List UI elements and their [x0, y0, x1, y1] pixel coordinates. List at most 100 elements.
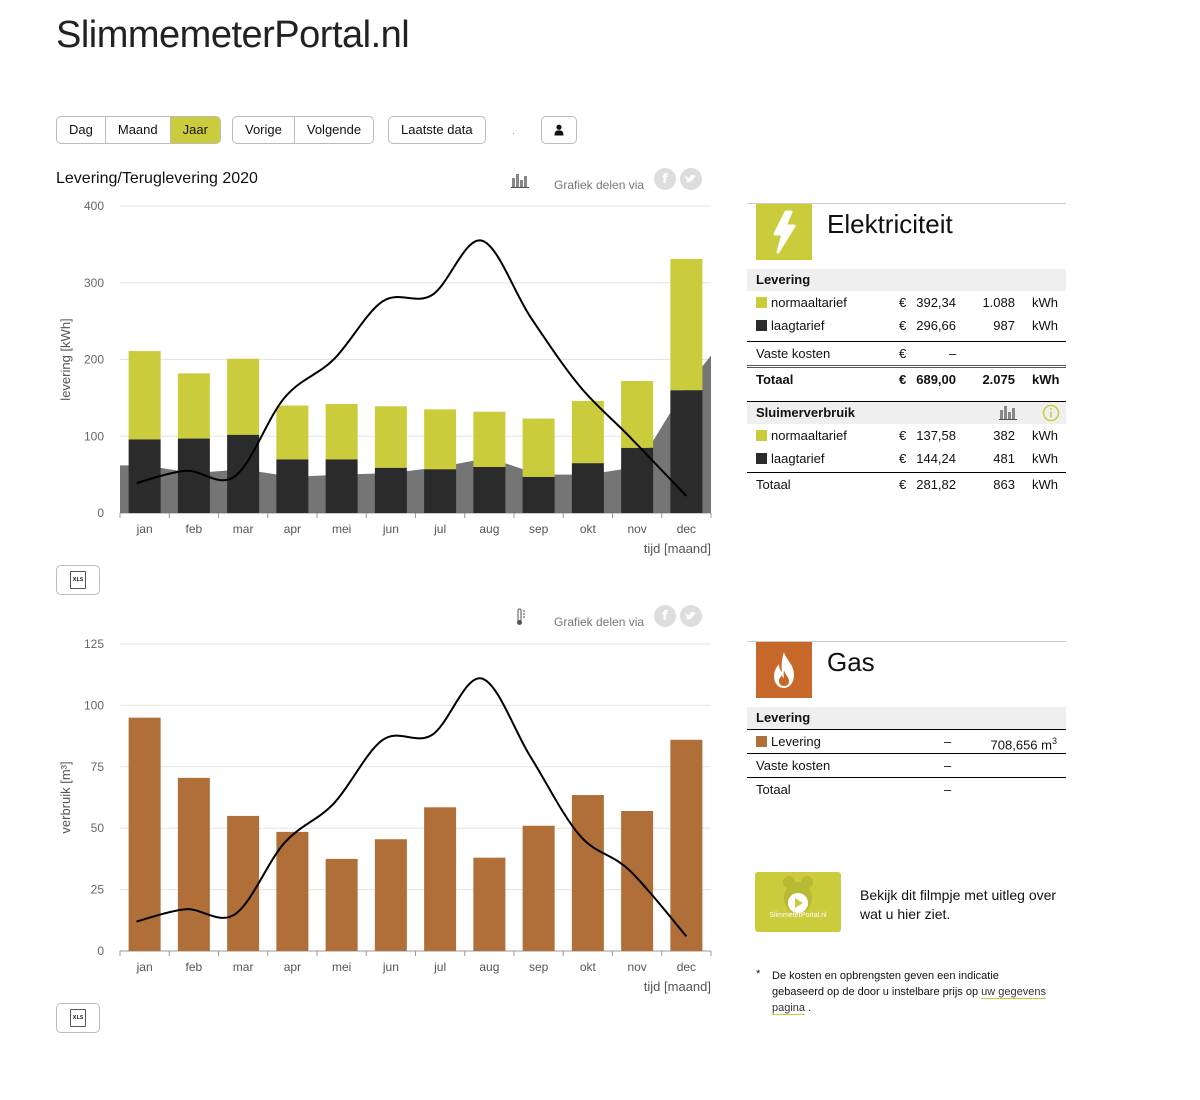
bar-jul	[424, 469, 457, 513]
footnote-end: .	[808, 1002, 812, 1014]
bar-mar	[227, 434, 260, 513]
quantity: 708,656 m3	[990, 736, 1057, 753]
twitter-share-icon[interactable]	[680, 605, 702, 627]
elec-totaal-row: Totaal € 689,00 2.075 kWh	[747, 365, 1066, 391]
gas-panel: Gas Levering Levering – 708,656 m3 Vaste…	[747, 641, 1066, 801]
currency: €	[899, 295, 907, 310]
laag-swatch	[756, 453, 767, 464]
gas-vaste-row: Vaste kosten –	[747, 753, 1066, 777]
bar-sep	[522, 825, 555, 951]
bar-feb	[177, 777, 210, 951]
row-label: Totaal	[756, 477, 791, 492]
y-axis-title: levering [kWh]	[58, 318, 73, 400]
quantity: 987	[993, 318, 1015, 333]
bar-apr	[276, 831, 309, 951]
x-tick-label: mei	[332, 522, 351, 536]
amount: –	[944, 782, 952, 797]
x-tick-label: jun	[382, 960, 399, 974]
video-thumbnail[interactable]: SlimmeterPortal.nl	[755, 872, 841, 932]
x-tick-label: okt	[580, 960, 597, 974]
sluimer-heading: Sluimerverbruik	[747, 401, 1066, 424]
xls-icon: XLS	[70, 571, 86, 589]
gegevens-page-link[interactable]: uw gegevens pagina	[772, 986, 1046, 1015]
y-tick-label: 25	[91, 883, 105, 897]
normaal-swatch	[756, 297, 767, 308]
export-xls-button-electricity[interactable]: XLS	[56, 565, 100, 595]
x-axis-title: tijd [maand]	[644, 979, 711, 994]
x-tick-label: mei	[332, 960, 351, 974]
bar-jan	[128, 439, 161, 513]
y-tick-label: 0	[97, 944, 104, 958]
latest-data-button[interactable]: Laatste data	[401, 122, 473, 137]
gas-levering-heading: Levering	[747, 707, 1066, 729]
x-tick-label: okt	[580, 522, 597, 536]
x-tick-label: nov	[627, 960, 646, 974]
y-tick-label: 0	[97, 506, 104, 520]
bar-okt	[571, 795, 604, 951]
sluimer-heading-label: Sluimerverbruik	[756, 405, 855, 420]
levering-heading: Levering	[747, 269, 1066, 291]
amount: –	[944, 758, 952, 773]
thermometer-icon[interactable]	[515, 608, 527, 630]
temperature-line	[136, 677, 688, 937]
previous-button[interactable]: Vorige	[233, 117, 295, 143]
x-axis-title: tijd [maand]	[644, 541, 711, 556]
gas-title: Gas	[827, 647, 875, 677]
twitter-share-icon[interactable]	[680, 168, 702, 190]
unit: kWh	[1032, 428, 1058, 443]
elec-normaal-row: normaaltarief € 392,34 1.088 kWh	[747, 291, 1066, 314]
period-maand-button[interactable]: Maand	[106, 117, 171, 143]
x-tick-label: nov	[627, 522, 646, 536]
bar-jul	[424, 409, 457, 470]
facebook-share-icon[interactable]: f	[654, 605, 676, 627]
bar-aug	[473, 466, 506, 513]
currency: €	[899, 428, 907, 443]
bar-feb	[177, 373, 210, 439]
next-button[interactable]: Volgende	[306, 122, 362, 137]
sluimer-totaal-row: Totaal € 281,82 863 kWh	[747, 472, 1066, 496]
y-tick-label: 125	[84, 637, 104, 651]
info-icon[interactable]	[1042, 404, 1060, 422]
y-axis-title: verbruik [m³]	[58, 761, 73, 833]
period-jaar-button[interactable]: Jaar	[170, 117, 220, 143]
unit: kWh	[1032, 295, 1058, 310]
row-label: normaaltarief	[771, 295, 847, 310]
x-tick-label: jun	[382, 522, 399, 536]
bar-jul	[424, 807, 457, 951]
period-toggle: Dag Maand Jaar	[56, 116, 221, 144]
elec-laag-row: laagtarief € 296,66 987 kWh	[747, 314, 1066, 337]
site-title[interactable]: SlimmemeterPortal.nl	[56, 14, 410, 56]
electricity-title: Elektriciteit	[827, 209, 953, 239]
bar-dec	[670, 258, 703, 391]
electricity-chart: 0 100 200 300 400 jan feb mar apr mei jun jul aug sep…	[58, 199, 712, 556]
period-dag-button[interactable]: Dag	[57, 117, 106, 143]
latest-group: Laatste data	[388, 116, 486, 144]
chart-title: Levering/Teruglevering 2020	[56, 170, 258, 187]
electricity-panel: Elektriciteit Levering normaaltarief € 3…	[747, 203, 1066, 496]
bar-jun	[374, 839, 407, 951]
x-tick-label: sep	[529, 522, 549, 536]
facebook-share-icon[interactable]: f	[654, 168, 676, 190]
bar-dec	[670, 739, 703, 951]
x-tick-label: jan	[136, 960, 153, 974]
bar-jun	[374, 467, 407, 513]
bar-okt	[571, 400, 604, 464]
row-label: normaaltarief	[771, 428, 847, 443]
video-caption: Bekijk dit filmpje met uitleg over wat u…	[860, 887, 1057, 922]
user-button[interactable]	[541, 116, 577, 144]
export-xls-button-gas[interactable]: XLS	[56, 1003, 100, 1033]
y-tick-label: 100	[84, 429, 104, 443]
y-tick-label: 300	[84, 276, 104, 290]
gas-chart: 0 25 50 75 100 125 jan feb mar apr mei jun jul aug sep…	[58, 637, 712, 994]
sluimer-normaal-row: normaaltarief € 137,58 382 kWh	[747, 424, 1066, 447]
sluimer-area	[120, 355, 711, 513]
bar-okt	[571, 463, 604, 513]
bar-jun	[374, 406, 407, 468]
x-tick-label: jul	[433, 522, 446, 536]
sluimer-chart-icon[interactable]	[999, 404, 1017, 420]
laag-swatch	[756, 320, 767, 331]
bar-jan	[128, 351, 161, 440]
chart-type-icon[interactable]	[511, 172, 529, 192]
x-tick-label: apr	[284, 960, 301, 974]
bar-mar	[227, 815, 260, 951]
